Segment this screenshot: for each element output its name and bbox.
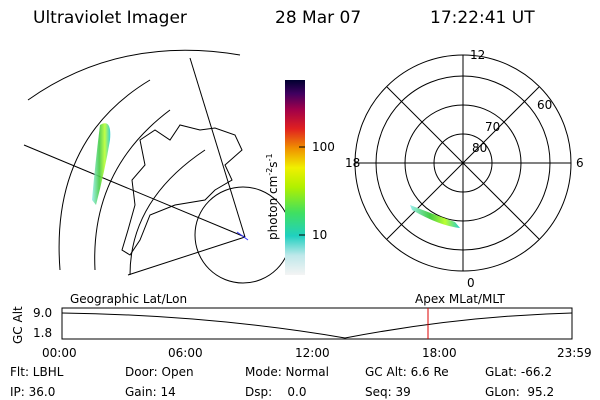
- status-field: Mode: Normal: [245, 365, 329, 379]
- status-field: Gain: 14: [125, 385, 176, 399]
- exponent: -1: [265, 153, 274, 161]
- status-field: Seq: 39: [365, 385, 411, 399]
- timeline-title: Apex MLat/MLT: [415, 292, 505, 306]
- time: 17:22:41 UT: [430, 8, 535, 28]
- map: [23, 49, 292, 284]
- ring-label: 60: [537, 98, 552, 112]
- ring-label: 80: [472, 141, 487, 155]
- x-tick-label: 23:59: [557, 346, 592, 360]
- altitude-curve: [61, 312, 573, 339]
- timeline-frame: [61, 307, 573, 340]
- status-field: Door: Open: [125, 365, 194, 379]
- axis-label: GC Alt: [11, 306, 25, 344]
- unit: photon cm: [266, 176, 280, 240]
- polar-label: 6: [576, 156, 584, 170]
- footer: Flt: LBHL Door: Open Mode: Normal GC Alt: 6…: [10, 365, 554, 399]
- status-field: GC Alt: 6.6 Re: [365, 365, 449, 379]
- polar-label: 18: [345, 156, 360, 170]
- x-tick-label: 12:00: [295, 346, 330, 360]
- title: Ultraviolet Imager: [33, 8, 187, 28]
- polar-label: 0: [467, 276, 475, 290]
- x-tick-label: 18:00: [422, 346, 457, 360]
- x-tick-label: 06:00: [168, 346, 203, 360]
- colorbar-label: photon cm-2s-1: [265, 153, 280, 240]
- x-tick-label: 00:00: [42, 346, 77, 360]
- status-field: Dsp: 0.0: [245, 385, 307, 399]
- unit: s: [266, 161, 280, 167]
- status-field: Flt: LBHL: [10, 365, 64, 379]
- colorbar: [285, 80, 305, 275]
- status-field: IP: 36.0: [10, 385, 55, 399]
- polar-plot: [354, 54, 572, 272]
- status-field: GLat: -66.2: [485, 365, 552, 379]
- y-tick-label: 1.8: [33, 326, 52, 340]
- timeline-title: Geographic Lat/Lon: [70, 292, 187, 306]
- status-field: GLon: 95.2: [485, 385, 554, 399]
- y-tick-label: 9.0: [33, 306, 52, 320]
- colorbar-tick-label: 10: [312, 228, 327, 242]
- ring-label: 70: [485, 120, 500, 134]
- date: 28 Mar 07: [275, 8, 361, 28]
- polar-label: 12: [470, 48, 485, 62]
- colorbar-tick-label: 100: [312, 140, 335, 154]
- exponent: -2: [265, 168, 274, 176]
